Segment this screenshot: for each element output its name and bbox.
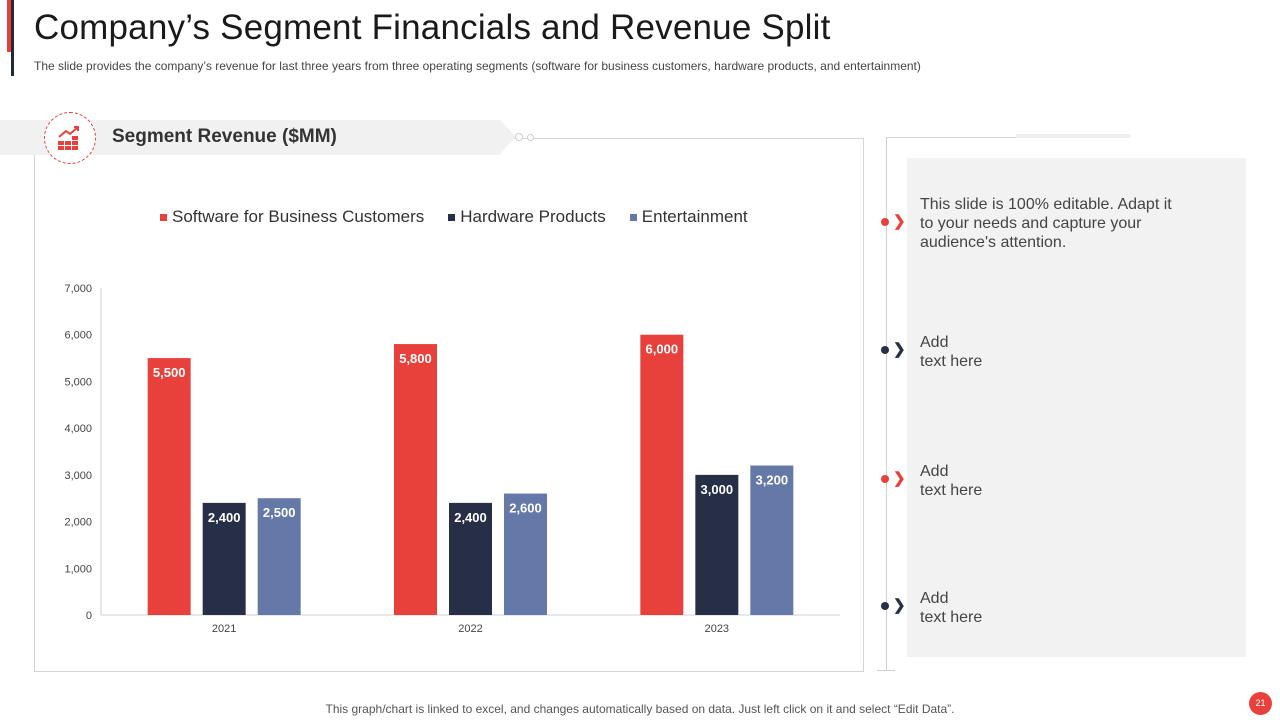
x-tick-label: 2023 (705, 623, 729, 635)
note-text: Add text here (920, 590, 983, 626)
bar-data-label: 2,500 (263, 505, 296, 520)
notes-panel (907, 158, 1246, 657)
note-marker: ❯ (881, 213, 906, 230)
bar-data-label: 5,500 (153, 365, 186, 380)
bar-data-label: 3,000 (701, 482, 734, 497)
bar (257, 498, 301, 615)
bar-data-label: 2,400 (454, 510, 487, 525)
bar (449, 502, 492, 615)
bar (640, 334, 684, 615)
y-tick-label: 5,000 (64, 376, 92, 388)
legend-swatch-entertainment (629, 213, 637, 221)
header-connector-dot (515, 133, 523, 141)
chart-header-arrow (500, 120, 516, 154)
timeline-foot (877, 670, 895, 671)
chart-legend: Software for Business Customers Hardware… (160, 207, 748, 227)
note-marker: ❯ (881, 341, 906, 358)
footer-note: This graph/chart is linked to excel, and… (325, 702, 955, 716)
y-tick-label: 3,000 (64, 470, 92, 482)
legend-item-hardware: Hardware Products (448, 207, 606, 227)
chevron-right-icon: ❯ (893, 213, 906, 230)
timeline-top-rule (886, 137, 1016, 138)
note-dot (881, 346, 889, 354)
y-tick-label: 0 (86, 610, 92, 622)
bar (394, 344, 437, 615)
bar (202, 502, 246, 615)
title-accent-bar-dark (11, 0, 14, 76)
growth-chart-icon (44, 112, 96, 164)
note-text: Add text here (920, 334, 983, 370)
legend-label-entertainment: Entertainment (641, 207, 748, 226)
x-tick-label: 2021 (212, 623, 236, 635)
y-tick-label: 4,000 (64, 423, 92, 435)
note-text: This slide is 100% editable. Adapt it to… (920, 196, 1172, 251)
note-marker: ❯ (881, 470, 906, 487)
legend-swatch-software (160, 213, 167, 221)
bar-data-label: 2,600 (509, 501, 542, 516)
timeline-line (886, 138, 887, 670)
legend-item-entertainment: Entertainment (629, 207, 748, 227)
timeline-top-accent (1016, 134, 1130, 138)
x-tick-label: 2022 (458, 623, 482, 635)
y-tick-label: 2,000 (64, 517, 92, 529)
title-accent-bar-red (7, 0, 11, 52)
bar-data-label: 6,000 (646, 342, 679, 357)
slide-title: Company’s Segment Financials and Revenue… (34, 8, 831, 47)
bar (750, 465, 794, 615)
legend-item-software: Software for Business Customers (160, 207, 424, 227)
chart-header-title: Segment Revenue ($MM) (112, 126, 337, 147)
note-dot (881, 602, 889, 610)
bar (695, 474, 739, 615)
note-text: Add text here (920, 463, 983, 499)
note-dot (881, 475, 889, 483)
page-number-badge: 21 (1249, 692, 1272, 715)
bar-chart: 0 1,000 2,000 3,000 4,000 5,000 6,000 7,000 5,50… (64, 283, 840, 635)
header-connector-dot (527, 134, 534, 141)
legend-label-hardware: Hardware Products (460, 207, 606, 226)
chevron-right-icon: ❯ (893, 341, 906, 358)
bar-data-label: 5,800 (399, 351, 432, 366)
bar (147, 358, 191, 615)
note-dot (881, 218, 889, 226)
chevron-right-icon: ❯ (893, 470, 906, 487)
legend-label-software: Software for Business Customers (172, 207, 425, 226)
bar-data-label: 3,200 (756, 473, 789, 488)
y-tick-label: 7,000 (64, 283, 92, 295)
bar-data-label: 2,400 (208, 510, 241, 525)
chevron-right-icon: ❯ (893, 597, 906, 614)
growth-chart-icon-glyph (58, 126, 79, 150)
bar (504, 493, 547, 615)
note-marker: ❯ (881, 597, 906, 614)
y-tick-label: 6,000 (64, 330, 92, 342)
legend-swatch-hardware (448, 213, 456, 221)
y-tick-label: 1,000 (64, 563, 92, 575)
slide-subtitle: The slide provides the company’s revenue… (34, 59, 921, 73)
